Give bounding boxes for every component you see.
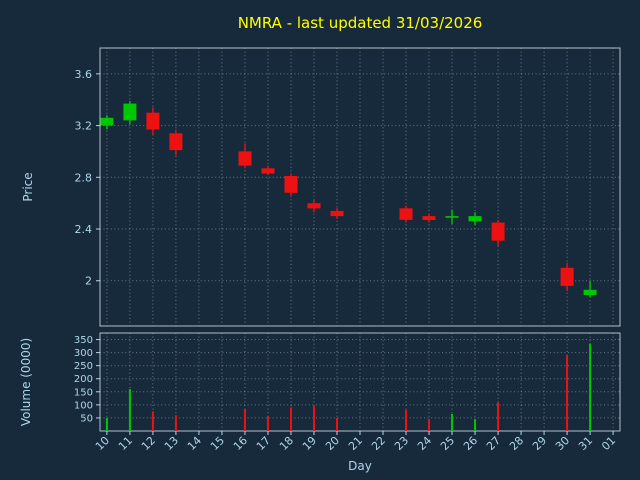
day-tick-label: 10 (93, 434, 112, 453)
day-tick-label: 31 (576, 434, 595, 453)
candle-body (307, 203, 321, 209)
volume-tick-label: 150 (74, 387, 93, 398)
day-tick-label: 19 (300, 434, 319, 453)
chart-title: NMRA - last updated 31/03/2026 (238, 14, 483, 32)
day-tick-label: 16 (231, 434, 250, 453)
candle-body (100, 117, 114, 126)
candle-body (491, 222, 505, 241)
day-tick-label: 14 (185, 434, 204, 453)
day-tick-label: 01 (599, 434, 618, 453)
price-tick-label: 2.8 (75, 171, 93, 184)
day-tick-label: 24 (415, 434, 434, 453)
candle-body (399, 208, 413, 220)
candle-body (238, 151, 252, 166)
candle-body (445, 216, 459, 218)
day-tick-label: 28 (507, 434, 526, 453)
day-tick-label: 29 (530, 434, 549, 453)
day-tick-label: 18 (277, 434, 296, 453)
candle-body (123, 103, 137, 121)
day-tick-label: 30 (553, 434, 572, 453)
day-tick-label: 27 (484, 434, 503, 453)
day-tick-label: 23 (392, 434, 411, 453)
candle-body (583, 289, 597, 295)
day-tick-label: 11 (116, 434, 135, 453)
day-tick-label: 15 (208, 434, 227, 453)
volume-tick-label: 300 (74, 348, 93, 359)
price-tick-label: 2 (85, 275, 92, 288)
candle-body (560, 267, 574, 286)
price-tick-label: 3.2 (75, 120, 93, 133)
volume-tick-label: 250 (74, 361, 93, 372)
volume-tick-label: 200 (74, 374, 93, 385)
x-axis-label: Day (348, 459, 372, 473)
day-tick-label: 26 (461, 434, 480, 453)
candle-body (468, 216, 482, 222)
volume-tick-label: 100 (74, 400, 93, 411)
day-tick-label: 22 (369, 434, 388, 453)
price-tick-label: 2.4 (75, 223, 93, 236)
candle-body (146, 112, 160, 130)
candle-body (261, 168, 275, 174)
day-tick-label: 12 (139, 434, 158, 453)
day-tick-label: 21 (346, 434, 365, 453)
price-plot-border (99, 47, 621, 327)
volume-tick-label: 50 (80, 413, 93, 424)
candle-body (422, 216, 436, 220)
candlesticks (100, 101, 597, 298)
price-axis-label: Price (21, 172, 35, 201)
day-tick-label: 25 (438, 434, 457, 453)
price-tick-label: 3.6 (75, 68, 93, 81)
candle-body (284, 176, 298, 193)
tick-marks (96, 73, 614, 435)
candle-body (169, 133, 183, 151)
day-tick-label: 17 (254, 434, 273, 453)
volume-axis-label: Volume (0000) (19, 338, 33, 426)
grid-lines (100, 48, 620, 431)
volume-tick-label: 350 (74, 335, 93, 346)
day-tick-label: 13 (162, 434, 181, 453)
volume-bars (105, 343, 592, 431)
candle-body (330, 210, 344, 217)
day-tick-label: 20 (323, 434, 342, 453)
